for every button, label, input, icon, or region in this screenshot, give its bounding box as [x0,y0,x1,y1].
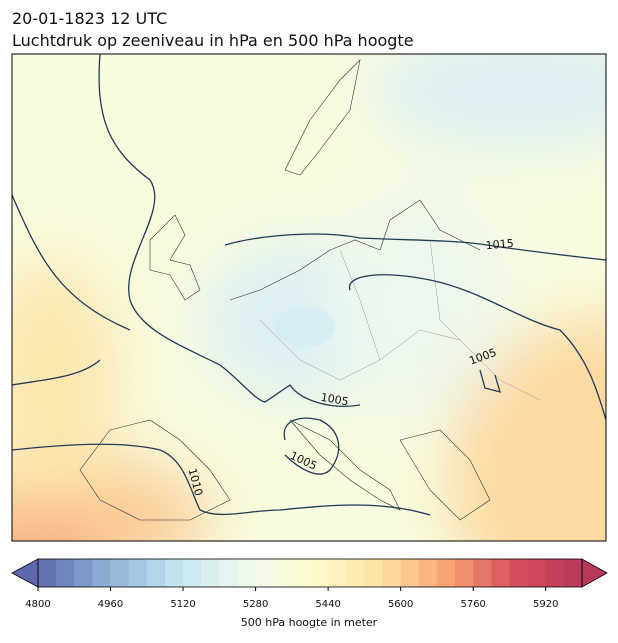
colorbar-tick-label: 5760 [460,599,485,610]
map-frame [11,53,607,542]
contour-label: 1015 [485,237,514,252]
colorbar-extend-max [581,558,608,588]
colorbar-bin [545,559,565,587]
colorbar-bin [183,559,202,587]
contour-label: 1005 [320,391,350,409]
colorbar-bin [418,559,438,587]
colorbar: 4800 4960 5120 5280 5440 5600 5760 5920 [11,558,608,610]
colorbar-extend-min [11,558,39,588]
colorbar-tick-label: 4960 [98,599,123,610]
colorbar-bin [473,559,492,587]
colorbar-bin [382,559,402,587]
colorbar-bin [346,559,365,587]
colorbar-bin [436,559,456,587]
colorbar-tick-label: 4800 [25,599,50,610]
subtitle: Luchtdruk op zeeniveau in hPa en 500 hPa… [12,31,414,50]
colorbar-bin [219,559,238,587]
colorbar-bin [509,559,529,587]
colorbar-bin [146,559,166,587]
map [12,54,606,541]
colorbar-bin [273,559,293,587]
colorbar-tick-label: 5600 [388,599,413,610]
colorbar-label: 500 hPa hoogte in meter [241,616,378,629]
colorbar-bin [38,559,57,587]
colorbar-bin [128,559,148,587]
colorbar-tick-label: 5920 [533,599,558,610]
colorbar-bin [56,559,75,587]
colorbar-bin [491,559,510,587]
colorbar-bin [237,559,257,587]
colorbar-bin [74,559,93,587]
colorbar-tick-label: 5440 [315,599,340,610]
colorbar-bin [310,559,329,587]
colorbar-bin [364,559,384,587]
colorbar-bin [563,559,583,587]
colorbar-bin [110,559,130,587]
colorbar-bin [164,559,184,587]
colorbar-tick-label: 5280 [243,599,268,610]
colorbar-bin [455,559,474,587]
title: 20-01-1823 12 UTC [12,9,167,28]
colorbar-bin [400,559,420,587]
colorbar-bin [255,559,275,587]
colorbar-bin [527,559,547,587]
colorbar-bin [92,559,112,587]
colorbar-bin [328,559,347,587]
colorbar-bin [291,559,311,587]
colorbar-tick-label: 5120 [170,599,195,610]
colorbar-bin [201,559,220,587]
colorbar-frame [37,558,583,588]
